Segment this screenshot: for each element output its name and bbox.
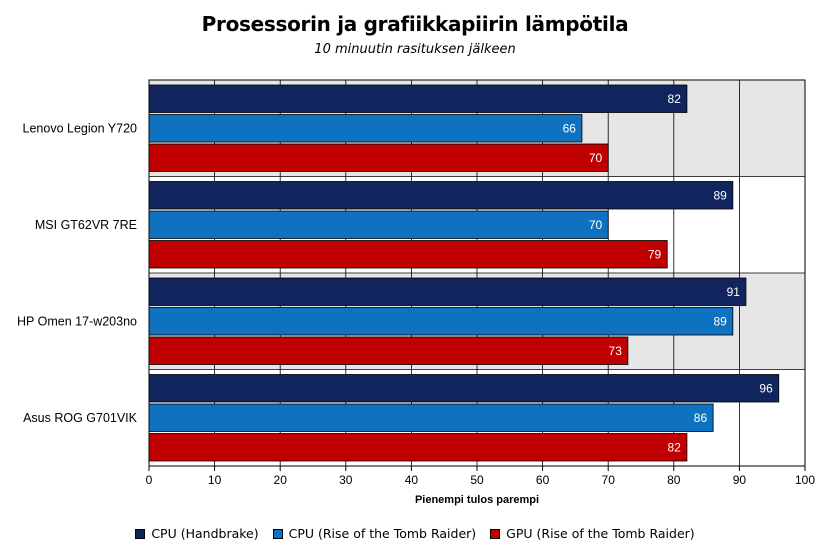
x-tick-label: 50 — [470, 473, 484, 487]
legend-label: CPU (Rise of the Tomb Raider) — [288, 526, 477, 541]
chart-legend: CPU (Handbrake) CPU (Rise of the Tomb Ra… — [0, 526, 830, 541]
bar — [148, 84, 688, 113]
bar — [148, 374, 780, 403]
data-label: 91 — [727, 285, 741, 299]
legend-label: GPU (Rise of the Tomb Raider) — [506, 526, 695, 541]
legend-label: CPU (Handbrake) — [151, 526, 259, 541]
data-label: 86 — [694, 411, 708, 425]
legend-item: CPU (Rise of the Tomb Raider) — [272, 526, 477, 541]
bar — [148, 336, 629, 365]
category-label: Lenovo Legion Y720 — [23, 121, 138, 135]
bar — [148, 181, 734, 210]
data-label: 70 — [589, 218, 603, 232]
category-label: HP Omen 17-w203no — [17, 314, 137, 328]
legend-swatch — [272, 528, 283, 539]
data-label: 96 — [759, 381, 773, 395]
x-tick-label: 100 — [795, 473, 815, 487]
legend-swatch — [490, 528, 501, 539]
bar — [148, 307, 734, 336]
data-label: 79 — [648, 247, 662, 261]
x-tick-label: 70 — [602, 473, 616, 487]
category-label: Asus ROG G701VIK — [23, 411, 138, 425]
data-label: 89 — [713, 188, 727, 202]
data-label: 73 — [609, 344, 623, 358]
chart-title: Prosessorin ja grafiikkapiirin lämpötila — [201, 12, 629, 36]
chart-subtitle: 10 minuutin rasituksen jälkeen — [314, 42, 516, 57]
legend-item: CPU (Handbrake) — [135, 526, 259, 541]
bar — [148, 433, 688, 462]
x-tick-label: 80 — [667, 473, 681, 487]
data-label: 89 — [713, 314, 727, 328]
data-label: 70 — [589, 151, 603, 165]
category-label: MSI GT62VR 7RE — [35, 218, 137, 232]
bar — [148, 403, 714, 432]
bar — [148, 143, 609, 172]
bar — [148, 277, 747, 306]
bar — [148, 210, 609, 239]
data-label: 82 — [668, 92, 682, 106]
x-tick-label: 40 — [405, 473, 419, 487]
bar — [148, 114, 583, 143]
x-tick-label: 20 — [274, 473, 288, 487]
bar — [148, 240, 668, 269]
data-label: 82 — [668, 440, 682, 454]
data-label: 66 — [563, 121, 577, 135]
x-tick-label: 90 — [733, 473, 747, 487]
x-tick-label: 10 — [208, 473, 222, 487]
x-tick-label: 30 — [339, 473, 353, 487]
x-tick-label: 60 — [536, 473, 550, 487]
legend-swatch — [135, 528, 146, 539]
x-axis-title: Pienempi tulos parempi — [415, 494, 539, 506]
x-tick-label: 0 — [146, 473, 153, 487]
legend-item: GPU (Rise of the Tomb Raider) — [490, 526, 695, 541]
